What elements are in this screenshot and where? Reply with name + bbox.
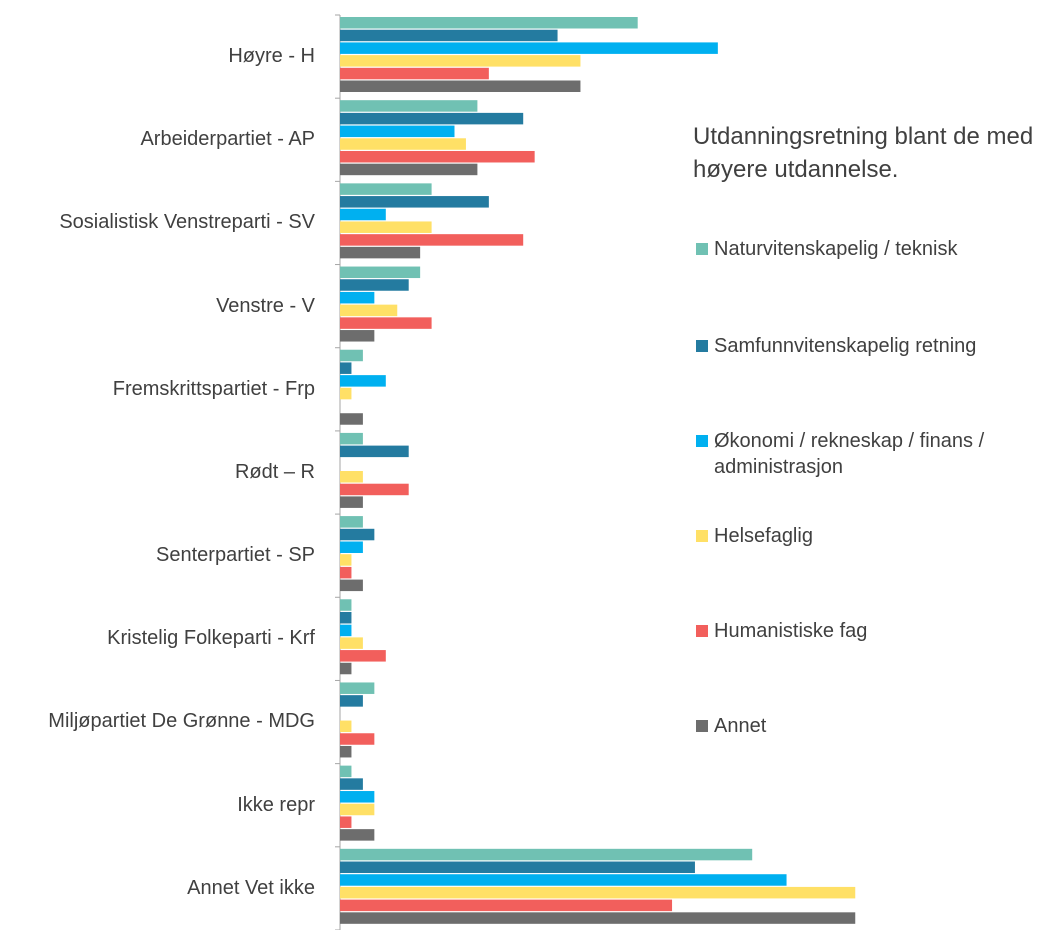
bar bbox=[340, 445, 409, 458]
bar bbox=[340, 516, 363, 528]
bar bbox=[340, 387, 352, 400]
legend-label: Naturvitenskapelig / teknisk bbox=[714, 238, 958, 260]
bar bbox=[340, 912, 856, 924]
category-label: Sosialistisk Venstreparti - SV bbox=[59, 211, 315, 234]
bar bbox=[340, 163, 478, 176]
bar bbox=[340, 80, 581, 92]
bar bbox=[340, 496, 363, 508]
bar bbox=[340, 695, 363, 707]
bar bbox=[340, 650, 386, 662]
category-label: Senterpartiet - SP bbox=[156, 544, 315, 567]
category-label: Venstre - V bbox=[216, 294, 315, 317]
bar bbox=[340, 682, 375, 694]
bar bbox=[340, 196, 489, 208]
bar bbox=[340, 375, 386, 387]
bar bbox=[340, 67, 489, 80]
category-label: Rødt – R bbox=[234, 460, 315, 483]
bar bbox=[340, 432, 363, 445]
bar bbox=[340, 528, 375, 541]
legend-label: Helsefaglig bbox=[714, 525, 813, 547]
legend-swatch bbox=[696, 243, 708, 255]
bar bbox=[340, 874, 787, 886]
bar bbox=[340, 317, 432, 329]
legend-item: Annet bbox=[696, 713, 1014, 739]
bar bbox=[340, 861, 695, 874]
bar bbox=[340, 471, 363, 483]
legend-label: Humanistiske fag bbox=[714, 620, 868, 642]
category-label: Annet Vet ikke bbox=[187, 876, 315, 899]
legend-item: Humanistiske fag bbox=[696, 618, 1014, 644]
bar bbox=[340, 291, 375, 304]
legend-item: Samfunnvitenskapelig retning bbox=[696, 333, 1014, 359]
bar bbox=[340, 55, 581, 67]
bar bbox=[340, 100, 478, 112]
bar bbox=[340, 745, 352, 758]
bar bbox=[340, 125, 455, 138]
legend-swatch bbox=[696, 720, 708, 732]
bar bbox=[340, 208, 386, 221]
bar bbox=[340, 183, 432, 195]
category-label: Ikke repr bbox=[237, 793, 315, 816]
bar bbox=[340, 221, 432, 233]
bar bbox=[340, 791, 375, 803]
bar bbox=[340, 566, 352, 579]
category-label: Miljøpartiet De Grønne - MDG bbox=[48, 710, 315, 733]
legend-swatch bbox=[696, 340, 708, 352]
bar bbox=[340, 778, 363, 790]
bar bbox=[340, 29, 558, 42]
bar bbox=[340, 611, 352, 624]
legend-swatch bbox=[696, 625, 708, 637]
bar bbox=[340, 624, 352, 637]
bar bbox=[340, 829, 375, 841]
bar bbox=[340, 266, 421, 279]
bar bbox=[340, 413, 363, 425]
bar bbox=[340, 733, 375, 745]
bar bbox=[340, 483, 409, 496]
legend-item: Økonomi / rekneskap / finans / administr… bbox=[696, 428, 1014, 480]
bar bbox=[340, 362, 352, 374]
bar bbox=[340, 886, 856, 899]
bar bbox=[340, 803, 375, 816]
legend-label: Økonomi / rekneskap / finans / administr… bbox=[714, 430, 985, 478]
legend-label: Samfunnvitenskapelig retning bbox=[714, 335, 977, 357]
bar bbox=[340, 112, 524, 125]
legend-label: Annet bbox=[714, 715, 767, 737]
bar bbox=[340, 765, 352, 778]
bar bbox=[340, 17, 638, 29]
bar bbox=[340, 899, 673, 912]
bar bbox=[340, 848, 753, 861]
bar bbox=[340, 138, 466, 150]
legend-swatch bbox=[696, 435, 708, 447]
bar bbox=[340, 42, 718, 54]
bar bbox=[340, 541, 363, 553]
bar bbox=[340, 304, 398, 317]
bar bbox=[340, 662, 352, 675]
bar bbox=[340, 349, 363, 362]
legend-item: Helsefaglig bbox=[696, 523, 1014, 549]
bar bbox=[340, 579, 363, 592]
legend-swatch bbox=[696, 530, 708, 542]
bar bbox=[340, 720, 352, 733]
category-label: Høyre - H bbox=[228, 45, 315, 67]
legend-title: Utdanningsretning blant de med høyere ut… bbox=[693, 123, 1034, 183]
legend-item: Naturvitenskapelig / teknisk bbox=[696, 236, 1014, 262]
bar bbox=[340, 637, 363, 649]
bar bbox=[340, 279, 409, 291]
category-label: Kristelig Folkeparti - Krf bbox=[107, 627, 315, 650]
bar bbox=[340, 246, 421, 259]
bar bbox=[340, 150, 535, 163]
category-label: Arbeiderpartiet - AP bbox=[140, 128, 315, 151]
bar bbox=[340, 554, 352, 566]
bar bbox=[340, 234, 524, 246]
bar bbox=[340, 330, 375, 342]
category-label: Fremskrittspartiet - Frp bbox=[112, 377, 315, 400]
bar bbox=[340, 599, 352, 611]
bar bbox=[340, 816, 352, 828]
